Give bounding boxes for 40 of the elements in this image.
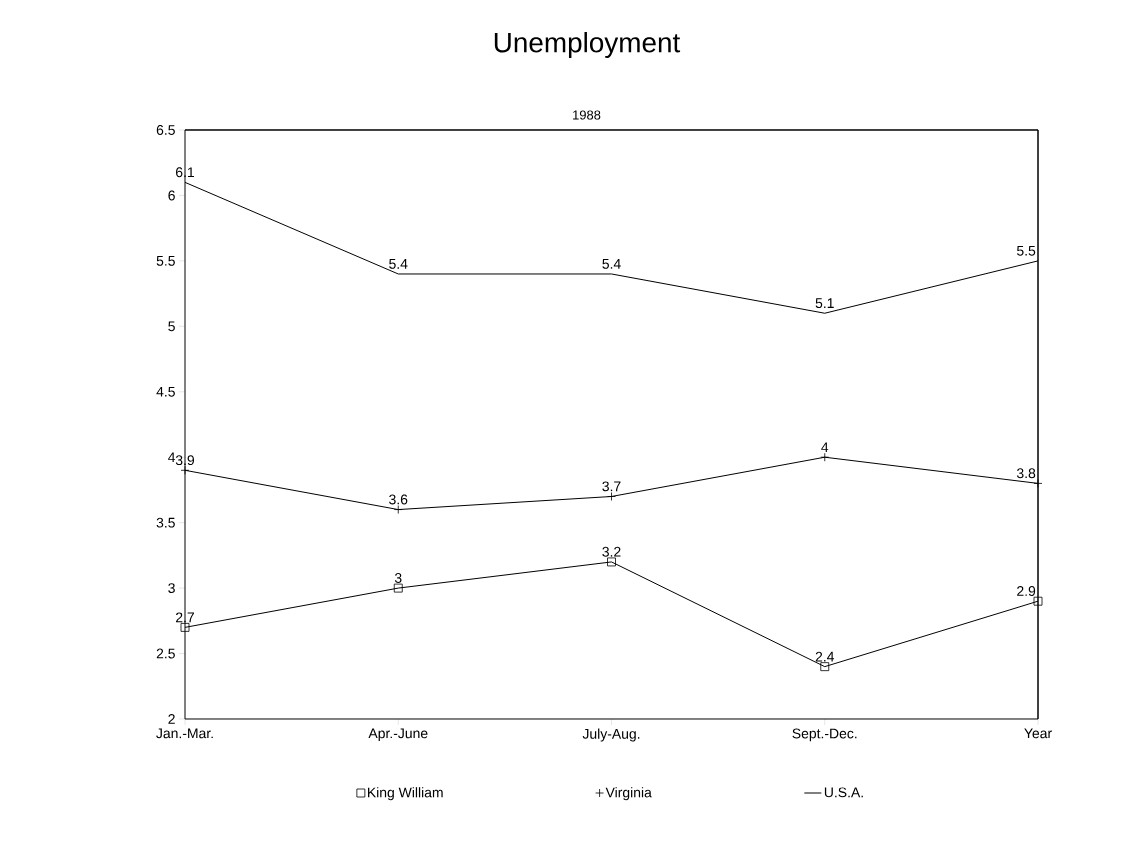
x-tick-label: Jan.-Mar. <box>156 728 213 739</box>
y-tick-label: 5.5 <box>156 256 175 266</box>
y-tick-label: 3.5 <box>156 517 175 528</box>
y-tick-label: 2.5 <box>156 648 175 659</box>
x-tick-label: Year <box>1024 728 1052 739</box>
chart-title: Unemployment <box>494 32 681 58</box>
data-label: 5.4 <box>389 259 408 269</box>
data-label: 2.9 <box>1017 586 1036 596</box>
point <box>1033 596 1043 606</box>
point <box>820 662 830 672</box>
y-tick-label: 4 <box>168 452 176 463</box>
data-label: 4 <box>821 442 829 453</box>
y-tick-label: 6.5 <box>156 125 175 135</box>
point <box>607 557 616 567</box>
data-label: 5.5 <box>1016 245 1036 256</box>
point <box>180 622 190 632</box>
x-tick-label: Sept.-Dec. <box>792 728 857 742</box>
data-label: 5.4 <box>602 259 621 269</box>
legend-label: U.S.A. <box>824 787 863 798</box>
y-tick-label: 5 <box>168 321 175 332</box>
data-label: 6.1 <box>176 167 195 178</box>
chart-subtitle: 1988 <box>573 110 601 120</box>
y-tick-label: 2 <box>168 714 175 724</box>
y-tick-label: 4.5 <box>156 386 175 397</box>
data-label: 2.4 <box>815 651 835 662</box>
point <box>393 583 403 593</box>
y-tick-label: 6 <box>168 190 175 201</box>
data-label: 3.7 <box>602 481 621 492</box>
x-tick-label: July-Aug. <box>582 728 640 742</box>
legend-label: Virginia <box>605 787 652 801</box>
y-tick-label: 3 <box>168 583 175 594</box>
legend-label: King William <box>368 787 443 801</box>
data-label: 2.7 <box>176 612 194 623</box>
data-label: 3.9 <box>175 455 195 466</box>
data-label: 3 <box>394 573 402 583</box>
data-label: 3.2 <box>602 546 621 557</box>
data-label: 3.6 <box>389 494 408 505</box>
data-label: 5.1 <box>815 298 834 309</box>
data-label: 3.8 <box>1016 468 1036 479</box>
x-tick-label: Apr.-June <box>368 728 428 742</box>
